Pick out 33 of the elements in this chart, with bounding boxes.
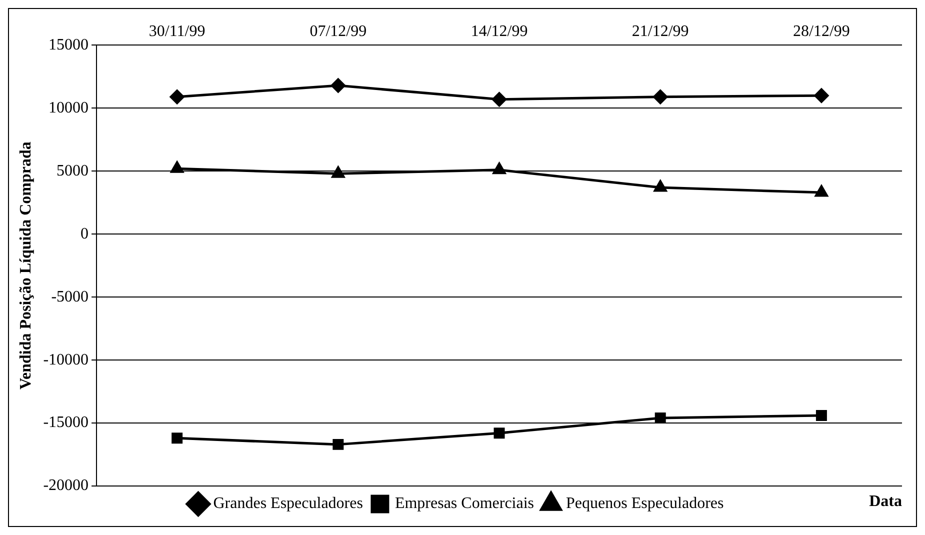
point [332,166,345,178]
point [654,412,666,424]
y-tick-label: 10000 [48,99,89,116]
point [653,90,668,104]
x-tick-label: 28/12/99 [793,22,850,40]
x-axis-title: Data [869,493,902,510]
point [170,90,184,104]
point [170,161,184,173]
y-tick-label: -5000 [51,288,89,306]
point [494,428,505,439]
legend-label: Pequenos Especuladores [566,495,724,512]
point [330,78,346,93]
y-tick-label: 0 [80,225,89,242]
point [332,438,344,450]
x-tick-label: 07/12/99 [310,22,367,40]
y-tick-label: 15000 [48,36,89,54]
point [815,185,828,197]
point [654,180,667,192]
point [492,92,507,107]
point [492,162,506,174]
point [814,88,829,103]
x-tick-label: 21/12/99 [632,22,689,40]
legend-label: Empresas Comerciais [394,495,534,512]
point [816,410,827,421]
y-tick-label: 5000 [56,162,89,180]
point [172,432,183,444]
y-tick-label: -15000 [43,414,89,432]
y-axis-title: Vendida Posição Líquida Comprada [18,142,35,390]
legend-label: Grandes Especuladores [213,495,363,512]
y-tick-label: -10000 [43,351,89,368]
y-tick-label: -20000 [43,477,89,494]
x-tick-label: 14/12/99 [470,22,528,40]
x-tick-label: 30/11/99 [148,22,206,40]
